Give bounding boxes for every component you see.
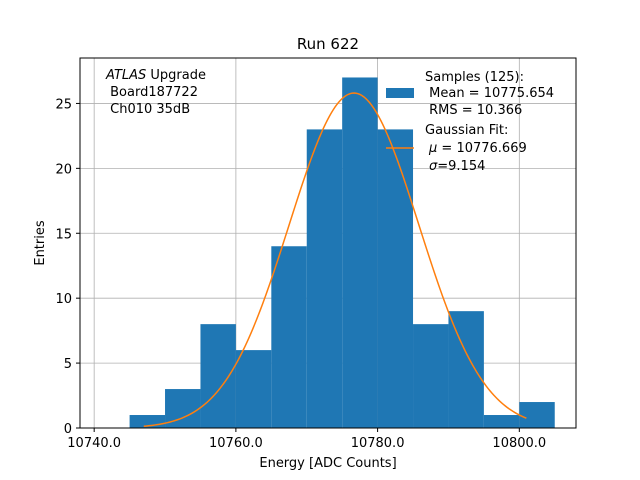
y-tick-label: 0 (64, 422, 72, 437)
annotation-line-1: ATLAS Upgrade (105, 68, 206, 83)
legend-fit-line-3: σ=9.154 (429, 159, 485, 174)
histogram-bars (129, 77, 555, 428)
annotation-atlas: ATLAS (105, 68, 146, 83)
histogram-bar (413, 324, 449, 428)
y-tick-label: 15 (55, 227, 72, 242)
x-tick-label: 10780.0 (351, 436, 405, 451)
legend-sigma-symbol: σ (429, 159, 438, 174)
legend: Samples (125): Mean = 10775.654 RMS = 10… (386, 70, 554, 174)
y-axis-ticks: 0 5 10 15 20 25 (55, 97, 80, 437)
plot-frame (79, 57, 577, 429)
x-axis-label: Energy [ADC Counts] (259, 456, 396, 471)
y-axis-label: Entries (33, 220, 48, 266)
chart-title: Run 622 (297, 35, 359, 53)
run-annotation: ATLAS Upgrade Board187722 Ch010 35dB (105, 68, 206, 117)
annotation-upgrade: Upgrade (146, 68, 206, 83)
legend-sigma-value: =9.154 (437, 159, 485, 174)
x-tick-label: 10760.0 (209, 436, 263, 451)
histogram-bar (235, 350, 272, 428)
x-tick-label: 10740.0 (67, 436, 121, 451)
legend-mu-value: = 10776.669 (437, 141, 526, 156)
x-axis-ticks: 10740.0 10760.0 10780.0 10800.0 (67, 428, 546, 451)
legend-samples-line-1: Samples (125): (425, 70, 524, 85)
legend-samples-line-2: Mean = 10775.654 (425, 86, 554, 101)
y-tick-label: 5 (64, 357, 72, 372)
x-tick-label: 10800.0 (492, 436, 546, 451)
y-tick-label: 20 (55, 162, 72, 177)
legend-samples-line-3: RMS = 10.366 (425, 103, 522, 118)
annotation-line-2: Board187722 (106, 85, 198, 100)
histogram-bar (306, 129, 343, 428)
gaussian-fit (143, 92, 527, 427)
histogram-bar (519, 402, 555, 428)
legend-mu-symbol: μ (428, 141, 437, 156)
histogram-bar (271, 246, 307, 428)
y-tick-label: 10 (55, 292, 72, 307)
histogram-bar (200, 324, 236, 428)
gaussian-fit-curve (143, 92, 527, 427)
legend-samples-swatch (386, 88, 414, 98)
annotation-line-3: Ch010 35dB (106, 102, 190, 117)
histogram-bar (342, 77, 378, 428)
legend-fit-line-1: Gaussian Fit: (425, 123, 508, 138)
histogram-bar (483, 415, 520, 428)
histogram-bar (448, 311, 484, 428)
y-tick-label: 25 (55, 97, 72, 112)
histogram-bar (377, 129, 414, 428)
legend-fit-line-2: μ = 10776.669 (428, 141, 527, 156)
